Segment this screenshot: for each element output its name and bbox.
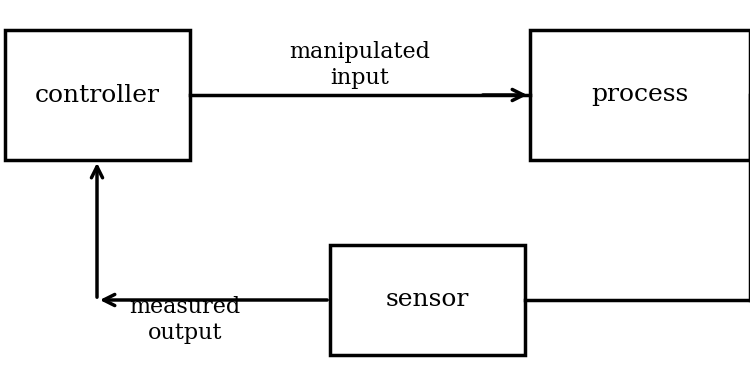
Bar [530, 30, 750, 160]
Text: sensor: sensor [386, 288, 470, 312]
Bar [5, 30, 190, 160]
Text: measured
output: measured output [129, 296, 241, 344]
Text: manipulated
input: manipulated input [290, 41, 430, 89]
Bar [330, 245, 525, 355]
Text: controller: controller [35, 84, 160, 106]
Text: process: process [591, 84, 688, 106]
